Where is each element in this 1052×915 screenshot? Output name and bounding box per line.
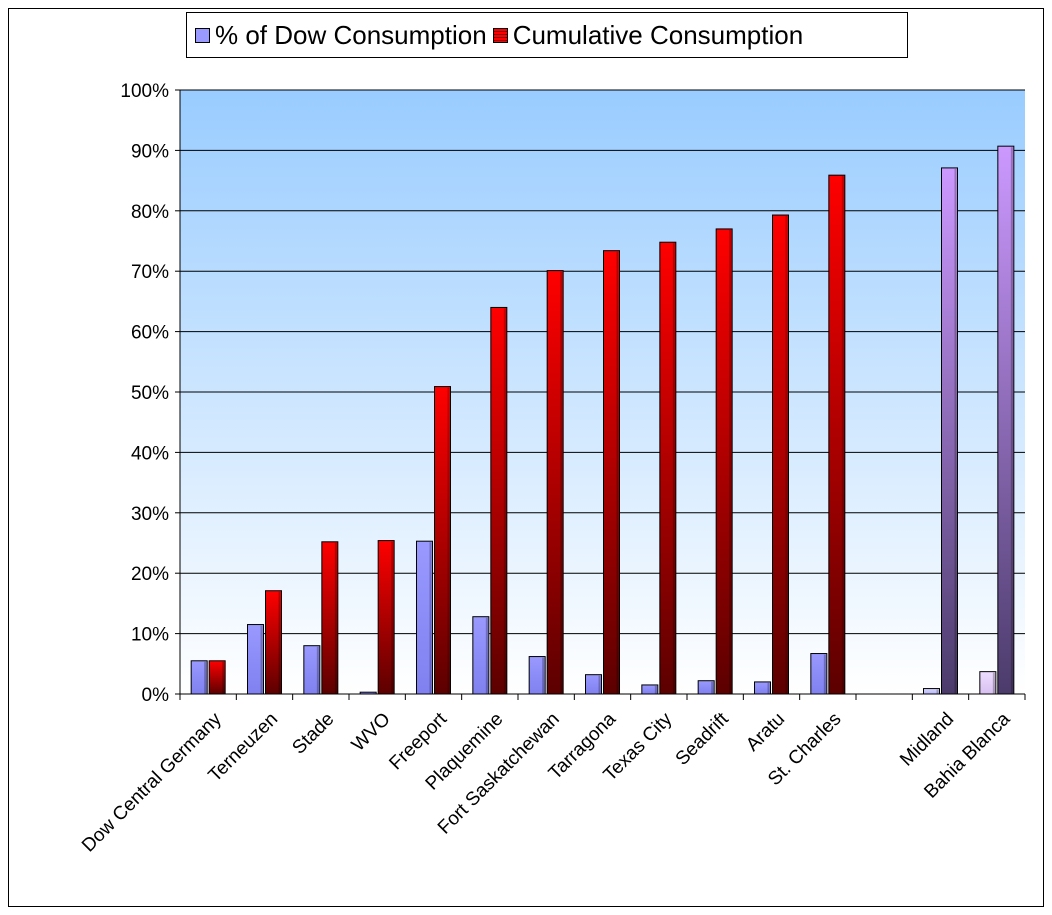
y-tick-label: 0% (142, 685, 170, 706)
bar-edge-shade (823, 654, 826, 694)
legend-swatch-pct (195, 27, 210, 43)
bar-edge-shade (936, 689, 939, 694)
legend-swatch-cumulative (492, 27, 508, 43)
y-tick-label: 10% (131, 625, 169, 646)
bar-edge-shade (841, 176, 844, 694)
bar-edge-shade (616, 251, 619, 694)
bar-edge-shade (316, 646, 319, 694)
bar-edge-shade (447, 387, 450, 694)
bar-edge-shade (560, 271, 563, 694)
y-tick-label: 20% (131, 564, 169, 585)
bar-edge-shade (204, 661, 207, 694)
y-tick-label: 70% (131, 262, 169, 283)
legend-item-pct: % of Dow Consumption (195, 20, 487, 51)
x-tick-label: Dow Central Germany (78, 708, 226, 856)
bar-edge-shade (260, 625, 263, 694)
bars-group (190, 145, 1015, 695)
bar-edge-shade (542, 657, 545, 694)
bar-edge-shade (992, 672, 995, 694)
bar-edge-shade (429, 542, 432, 694)
bar-edge-shade (954, 168, 957, 694)
bar-edge-shade (654, 685, 657, 694)
bar-edge-shade (767, 682, 770, 694)
y-tick-label: 60% (131, 323, 169, 344)
bar-edge-shade (672, 243, 675, 694)
bar-edge-shade (222, 661, 225, 694)
y-tick-label: 100% (120, 81, 169, 102)
y-tick-labels: 0% 10% 20% 30% 40% 50% 60% 70% 80% 90% 100% (120, 81, 169, 706)
bar-edge-shade (1010, 147, 1013, 694)
x-tick-label: Stade (288, 709, 338, 759)
bar-edge-shade (391, 541, 394, 694)
bar-edge-shade (785, 216, 788, 694)
legend-item-cumulative: Cumulative Consumption (492, 19, 804, 51)
bar-edge-shade (334, 542, 337, 694)
y-tick-label: 50% (131, 383, 169, 404)
bar-edge-shade (711, 681, 714, 694)
legend-label-cumulative: Cumulative Consumption (512, 19, 804, 50)
y-tick-label: 30% (131, 504, 169, 525)
gridlines (180, 89, 1025, 635)
bar-edge-shade (729, 229, 732, 695)
y-tick-label: 80% (131, 202, 169, 223)
x-tick-label: Aratu (742, 709, 789, 756)
bar-edge-shade (598, 675, 601, 694)
bar-edge-shade (503, 308, 506, 694)
y-tick-label: 90% (131, 141, 169, 162)
y-tick-label: 40% (131, 443, 169, 464)
x-tick-label: Seadrift (672, 708, 734, 770)
legend-label-pct: % of Dow Consumption (215, 19, 487, 50)
bar-edge-shade (278, 591, 281, 694)
bar-edge-shade (485, 617, 488, 694)
x-tick-label: WVO (348, 709, 395, 756)
axes (175, 89, 1026, 700)
legend: % of Dow Consumption Cumulative Consumpt… (186, 12, 908, 58)
